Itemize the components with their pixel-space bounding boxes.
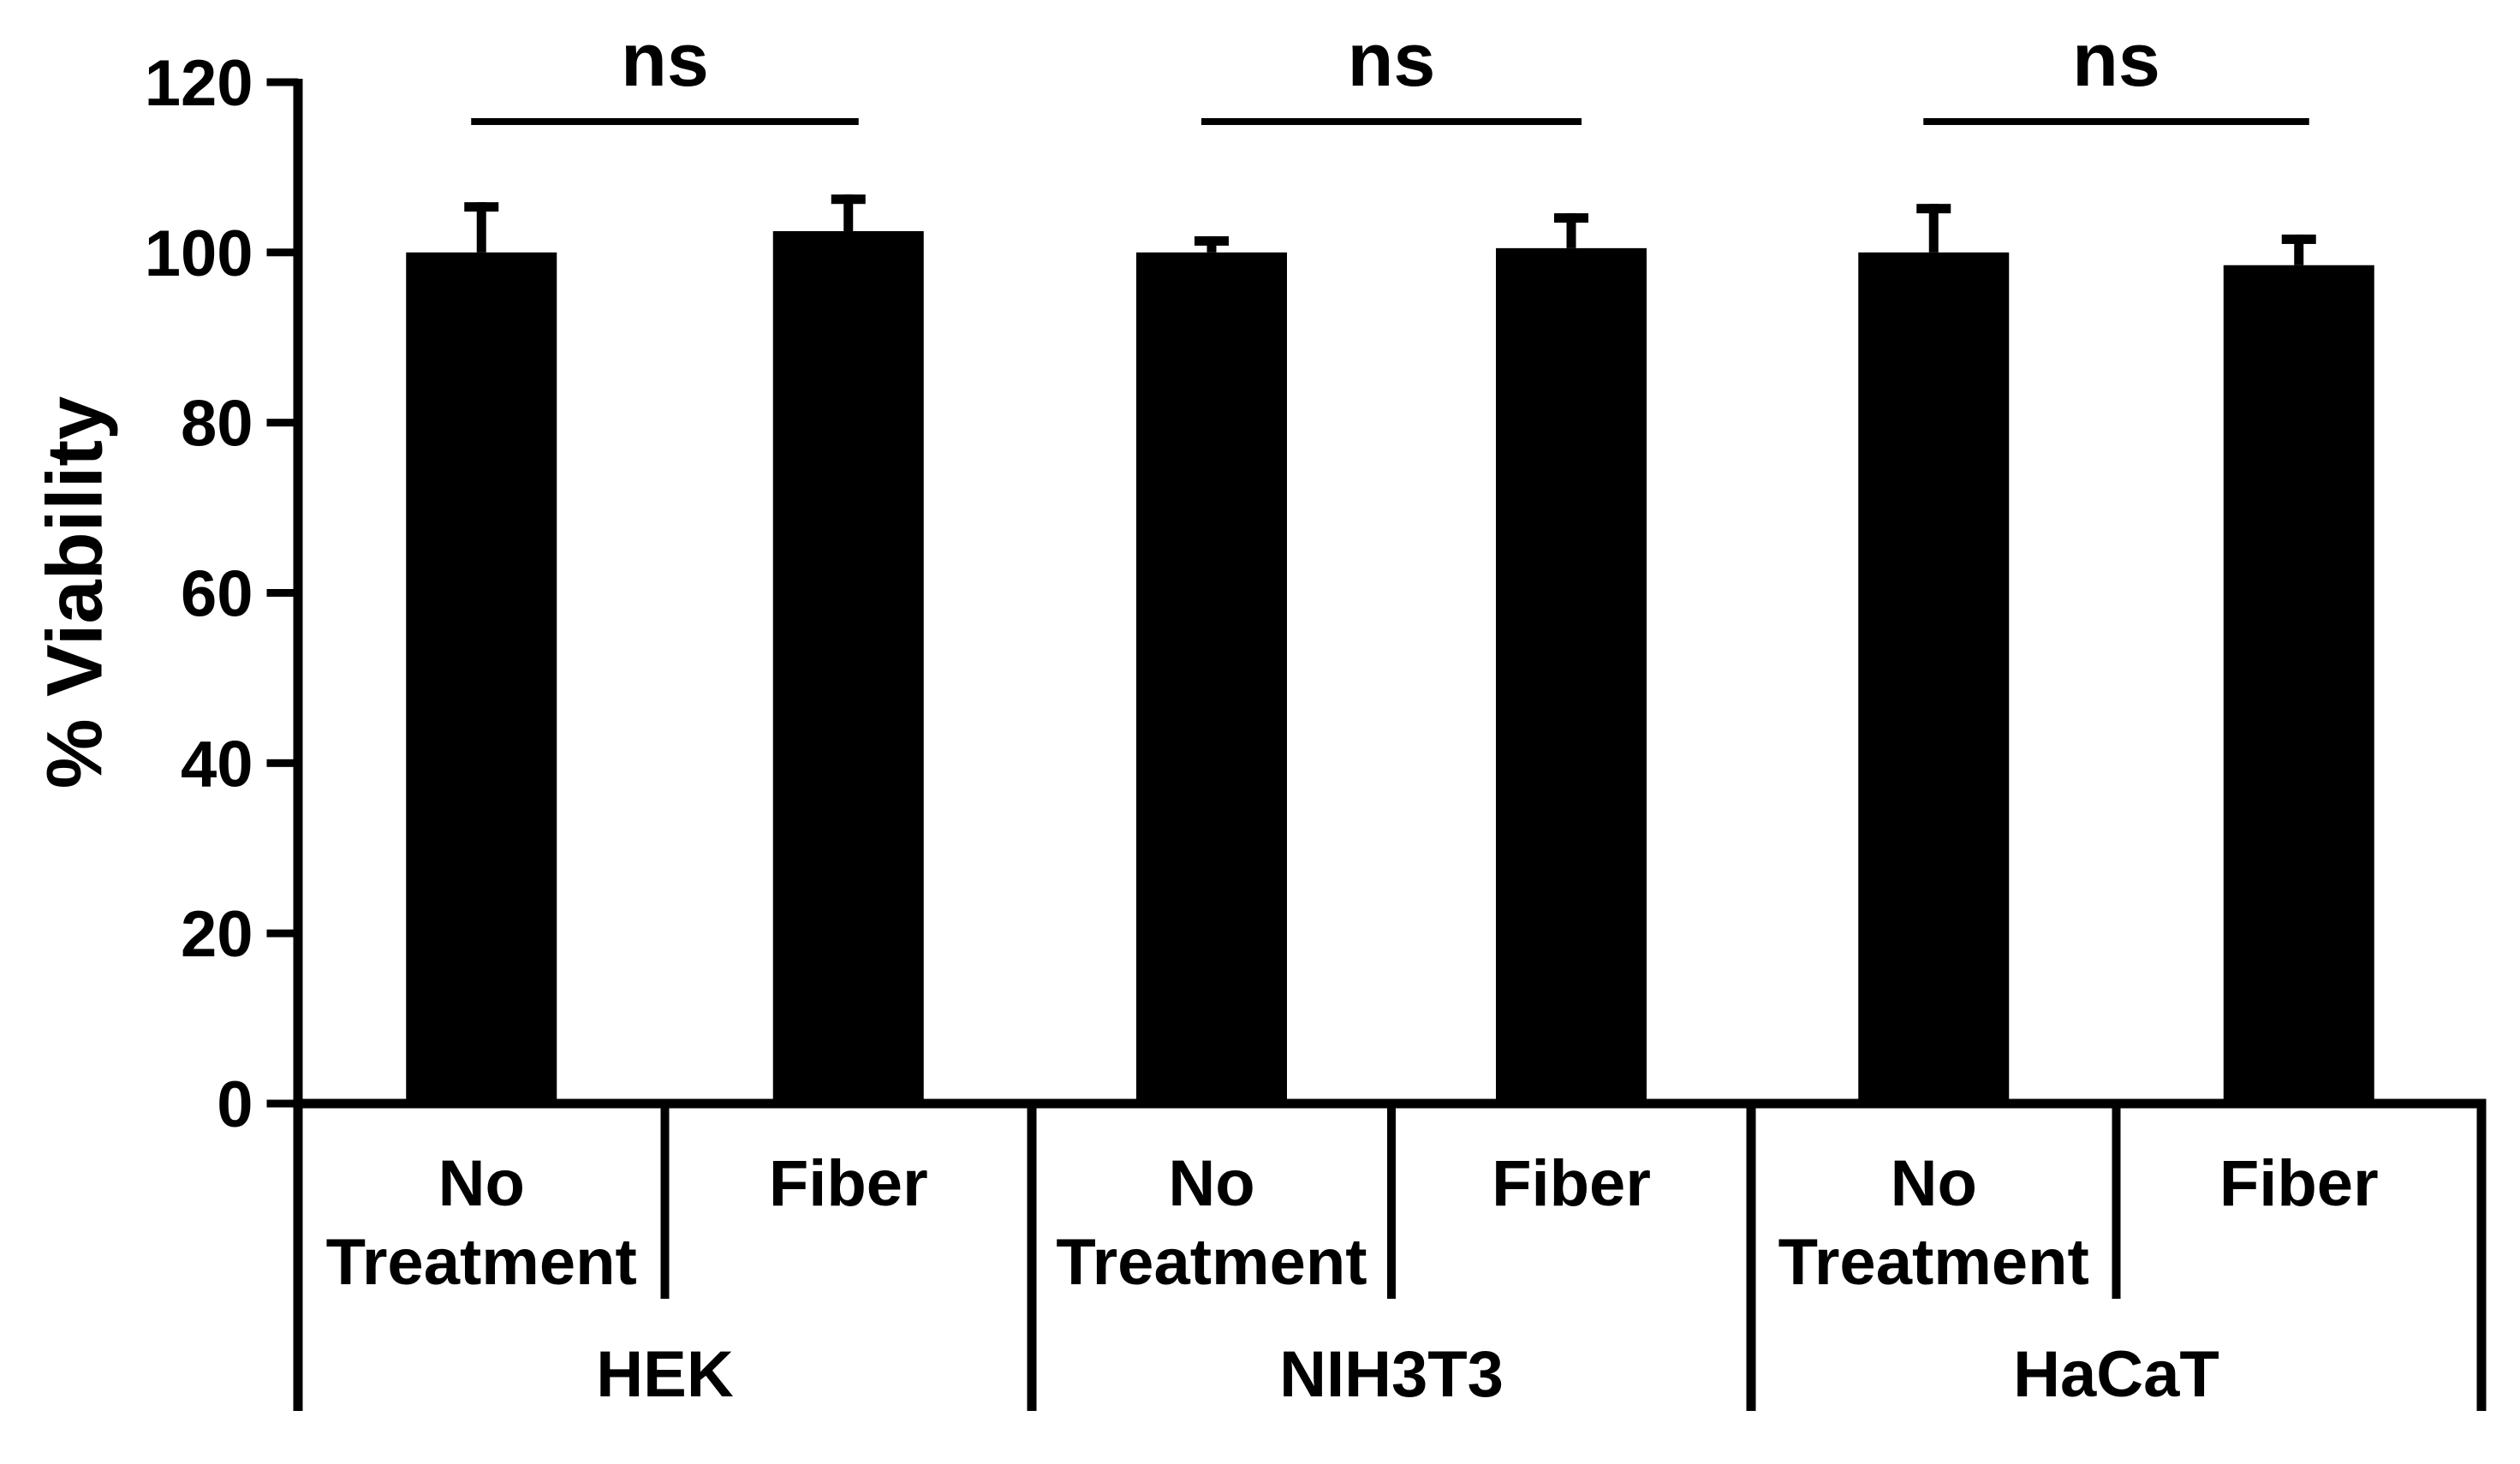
ns-line-hek bbox=[471, 118, 859, 125]
error-bar-cap bbox=[2281, 234, 2316, 244]
bar-hek-no-treatment bbox=[406, 252, 557, 1104]
y-tick-label: 60 bbox=[181, 558, 253, 631]
bar-nih3t3-fiber bbox=[1496, 247, 1647, 1104]
condition-label: Fiber bbox=[2219, 1147, 2379, 1220]
error-bar-stem bbox=[843, 194, 854, 231]
bar-hek-fiber bbox=[772, 230, 924, 1104]
y-tick-label: 20 bbox=[181, 898, 253, 971]
condition-label: Fiber bbox=[769, 1147, 928, 1220]
x-axis-line bbox=[293, 1098, 2487, 1109]
y-axis-line bbox=[293, 79, 303, 1411]
error-bar-stem bbox=[1928, 204, 1939, 253]
y-tick-label: 0 bbox=[217, 1068, 253, 1141]
error-bar-cap bbox=[1194, 235, 1229, 246]
error-bar-cap bbox=[464, 202, 499, 212]
y-tick bbox=[266, 759, 298, 767]
condition-label: No Treatment bbox=[1056, 1147, 1367, 1299]
group-divider bbox=[1027, 1098, 1037, 1411]
y-tick-label: 80 bbox=[181, 388, 253, 461]
ns-label-hek: ns bbox=[621, 17, 709, 102]
ns-line-nih3t3 bbox=[1201, 118, 1582, 125]
ns-line-hacat bbox=[1923, 118, 2309, 125]
error-bar-stem bbox=[2294, 234, 2304, 265]
error-bar-stem bbox=[476, 202, 486, 253]
group-divider bbox=[1746, 1098, 1756, 1411]
group-divider bbox=[2476, 1098, 2487, 1411]
y-tick-label: 40 bbox=[181, 728, 253, 800]
group-label-nih3t3: NIH3T3 bbox=[1279, 1338, 1504, 1411]
y-tick bbox=[266, 1099, 298, 1108]
condition-divider bbox=[660, 1098, 670, 1299]
condition-label: Fiber bbox=[1492, 1147, 1651, 1220]
y-tick bbox=[266, 248, 298, 257]
error-bar-stem bbox=[1566, 213, 1576, 248]
ns-label-nih3t3: ns bbox=[1348, 17, 1436, 102]
y-tick bbox=[266, 419, 298, 427]
error-bar-cap bbox=[1916, 204, 1951, 214]
ns-label-hacat: ns bbox=[2072, 17, 2160, 102]
condition-label: No Treatment bbox=[1778, 1147, 2089, 1299]
y-tick bbox=[266, 78, 298, 86]
condition-label: No Treatment bbox=[326, 1147, 637, 1299]
condition-divider bbox=[1387, 1098, 1396, 1299]
condition-divider bbox=[2112, 1098, 2121, 1299]
bar-hacat-fiber bbox=[2223, 265, 2374, 1104]
y-tick bbox=[266, 589, 298, 597]
error-bar-cap bbox=[831, 194, 866, 205]
y-tick-label: 100 bbox=[145, 217, 253, 290]
group-label-hek: HEK bbox=[596, 1338, 734, 1411]
bar-hacat-no-treatment bbox=[1858, 252, 2010, 1104]
y-tick bbox=[266, 929, 298, 937]
y-axis-title: % Viability bbox=[31, 396, 119, 789]
group-label-hacat: HaCaT bbox=[2013, 1338, 2219, 1411]
y-tick-label: 120 bbox=[145, 47, 253, 120]
bar-nih3t3-no-treatment bbox=[1136, 252, 1287, 1104]
error-bar-cap bbox=[1554, 213, 1588, 223]
